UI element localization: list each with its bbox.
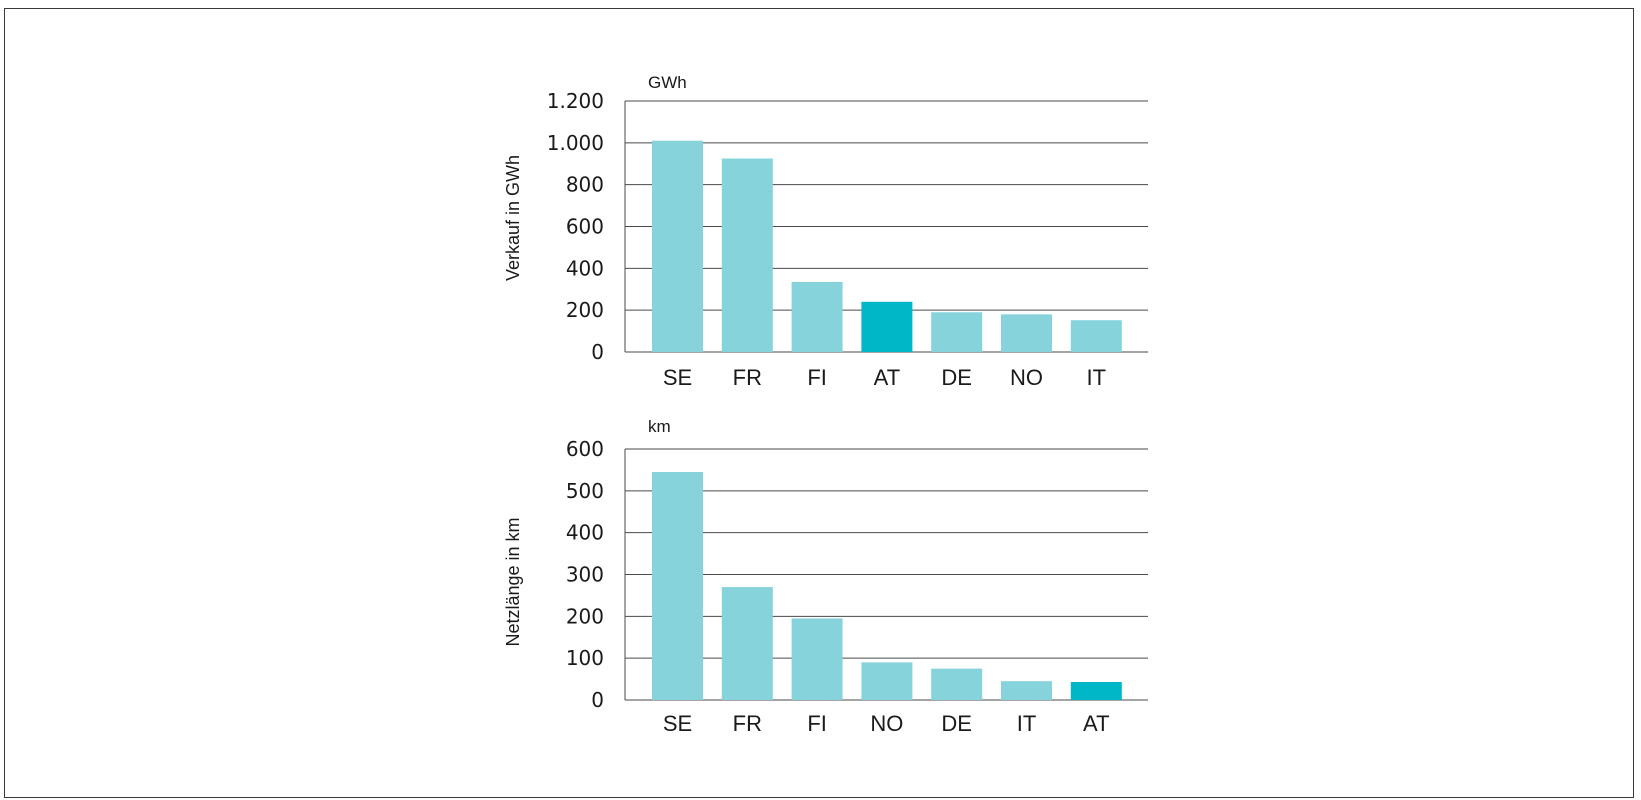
x-tick-label: NO [870,711,903,736]
x-tick-label: SE [663,711,692,736]
bar-fr [721,587,773,700]
x-tick-label: NO [1010,365,1043,390]
chart-verkauf: GWh Verkauf in GWh 0 200 400 600 800 1.000 1.2… [503,73,1148,390]
x-tick-label: FR [733,711,762,736]
chart-2-y-axis-label: Netzlänge in km [503,517,523,646]
bar-se [652,472,703,700]
x-tick-label: FI [807,711,827,736]
y-tick-label: 100 [566,646,604,670]
y-tick-label: 0 [591,688,604,712]
y-tick-label: 0 [591,340,604,364]
figure-frame [4,8,1634,798]
y-tick-label: 200 [566,298,604,322]
x-tick-label: DE [941,365,972,390]
x-tick-label: IT [1017,711,1037,736]
y-tick-label: 500 [566,479,604,503]
bar-de [931,312,983,352]
chart-1-y-axis-label: Verkauf in GWh [503,155,523,281]
y-tick-label: 600 [566,437,604,461]
x-tick-label: FR [733,365,762,390]
bar-no [1001,314,1052,352]
bar-se [652,140,703,352]
y-tick-label: 400 [566,521,604,545]
bar-fr [721,158,773,352]
y-tick-label: 300 [566,563,604,587]
chart-2-unit-label: km [648,417,671,436]
y-tick-label: 1.000 [547,131,604,155]
y-tick-label: 200 [566,604,604,628]
y-tick-label: 800 [566,173,604,197]
bar-at [1070,682,1122,700]
x-tick-label: AT [1083,711,1109,736]
y-tick-label: 400 [566,256,604,280]
bar-at [861,301,913,352]
x-tick-label: IT [1087,365,1107,390]
x-tick-label: DE [941,711,972,736]
chart-1-unit-label: GWh [648,73,687,92]
y-tick-label: 600 [566,215,604,239]
bar-it [1070,320,1122,352]
bar-no [861,662,913,700]
chart-netzlaenge: km Netzlänge in km 0 100 200 300 400 500 600 S… [503,417,1148,736]
y-tick-label: 1.200 [547,89,604,113]
bar-fi [791,281,843,352]
bar-it [1001,681,1052,700]
x-tick-label: SE [663,365,692,390]
bar-fi [791,618,843,700]
bar-de [931,668,983,700]
x-tick-label: FI [807,365,827,390]
x-tick-label: AT [874,365,900,390]
